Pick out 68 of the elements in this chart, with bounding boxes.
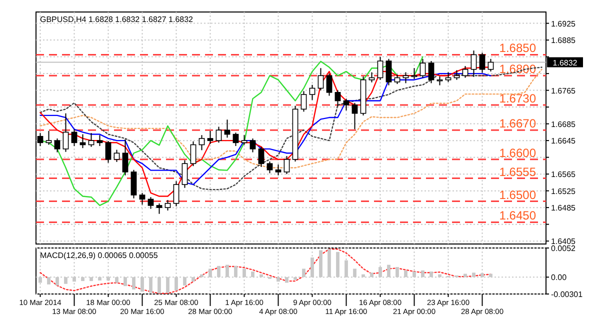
candlestick <box>479 52 486 74</box>
y-tick-label: 1.6525 <box>551 186 576 196</box>
candlestick <box>266 161 273 174</box>
candlestick <box>420 58 426 78</box>
candlestick <box>105 140 112 164</box>
candlestick <box>309 84 316 100</box>
candlestick <box>232 132 239 147</box>
candlestick <box>88 132 94 148</box>
chart-title: MACD(12,26,9) 0.00065 0.00055 <box>40 251 158 260</box>
ref-line-label: 1.6600 <box>499 146 536 160</box>
y-tick-label: -0.00301 <box>551 290 584 299</box>
candlestick <box>284 156 290 175</box>
candlestick <box>46 130 52 146</box>
y-tick-label: 1.6925 <box>551 19 576 28</box>
candlestick <box>462 66 468 78</box>
candlestick <box>394 74 400 85</box>
y-tick-label: 0.00 <box>551 273 568 282</box>
candlestick <box>71 128 78 147</box>
candlestick <box>190 140 196 167</box>
ref-line-label: 1.6730 <box>499 91 536 106</box>
y-tick-label: 1.6765 <box>551 86 576 96</box>
candlestick <box>488 58 494 72</box>
ref-line-label: 1.6850 <box>499 41 536 56</box>
candlestick <box>173 180 180 207</box>
candlestick <box>182 160 188 188</box>
candlestick <box>139 192 146 206</box>
candlestick <box>164 200 171 211</box>
candlestick <box>386 58 392 86</box>
candlestick <box>470 50 477 78</box>
y-tick-label: 1.6405 <box>551 237 576 246</box>
candlestick <box>54 138 60 153</box>
candlestick <box>241 134 248 146</box>
ref-line-label: 1.6800 <box>499 62 536 76</box>
candlestick <box>207 130 214 144</box>
candlestick <box>216 126 222 144</box>
ref-line-label: 1.6500 <box>499 188 536 202</box>
ref-line-label: 1.6670 <box>499 116 536 131</box>
candlestick <box>258 146 264 168</box>
y-tick-label: 1.6685 <box>551 120 576 129</box>
candlestick <box>326 73 332 96</box>
candlestick <box>130 169 137 199</box>
y-tick-label: 1.6485 <box>551 204 576 213</box>
candlestick <box>156 202 162 214</box>
candlestick <box>318 68 324 91</box>
candlestick <box>352 102 358 130</box>
line-series <box>40 248 492 294</box>
ref-line-label: 1.6832 <box>552 58 578 68</box>
candlestick <box>198 134 205 151</box>
candlestick <box>275 164 282 176</box>
candlestick <box>343 98 350 111</box>
candlestick <box>224 119 230 138</box>
y-tick-label: 1.6565 <box>551 170 576 180</box>
candlestick <box>148 196 154 210</box>
chart-title: GBPUSD,H4 1.6828 1.6832 1.6827 1.6832 <box>40 15 194 24</box>
candlestick <box>62 112 69 152</box>
ref-line-label: 1.6450 <box>499 208 536 223</box>
y-tick-label: 0.0052 <box>551 244 576 253</box>
candlestick <box>334 90 341 107</box>
candlestick <box>114 149 120 162</box>
candlestick <box>377 56 384 80</box>
ref-line-label: 1.6555 <box>499 164 536 179</box>
candlestick <box>250 138 256 153</box>
candlestick <box>428 60 434 84</box>
y-tick-label: 1.6885 <box>551 36 576 46</box>
y-tick-label: 1.6645 <box>551 136 576 146</box>
candlestick <box>122 138 128 176</box>
candlestick <box>300 90 307 112</box>
candlestick <box>96 134 103 147</box>
